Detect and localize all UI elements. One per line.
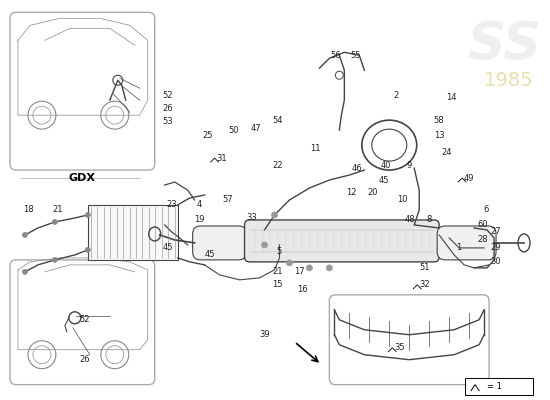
Text: 2: 2	[394, 91, 399, 100]
Text: 27: 27	[491, 228, 502, 236]
FancyBboxPatch shape	[10, 260, 155, 385]
Text: 53: 53	[162, 117, 173, 126]
Text: 52: 52	[80, 315, 90, 324]
Text: SS: SS	[467, 19, 541, 71]
Text: 19: 19	[194, 216, 205, 224]
Text: 25: 25	[202, 131, 213, 140]
FancyBboxPatch shape	[192, 226, 246, 260]
Text: 51: 51	[419, 263, 430, 272]
Text: 52: 52	[162, 91, 173, 100]
Text: 8: 8	[426, 216, 432, 224]
Text: 46: 46	[352, 164, 362, 172]
Text: 10: 10	[397, 196, 408, 204]
Text: 17: 17	[294, 267, 305, 276]
FancyBboxPatch shape	[10, 12, 155, 170]
Ellipse shape	[52, 257, 57, 262]
Ellipse shape	[287, 260, 293, 266]
Text: 60: 60	[478, 220, 488, 230]
Text: 18: 18	[23, 206, 33, 214]
Text: 55: 55	[350, 51, 361, 60]
Ellipse shape	[52, 220, 57, 224]
Text: 26: 26	[80, 355, 90, 364]
FancyBboxPatch shape	[245, 220, 439, 262]
Text: 6: 6	[483, 206, 489, 214]
Text: 1985: 1985	[484, 71, 534, 90]
Text: 26: 26	[162, 104, 173, 113]
Text: 16: 16	[297, 285, 308, 294]
Text: 15: 15	[272, 280, 283, 289]
Text: 5: 5	[277, 248, 282, 256]
Text: 47: 47	[250, 124, 261, 133]
Text: 24: 24	[441, 148, 452, 156]
Text: 35: 35	[394, 343, 405, 352]
Text: 57: 57	[222, 196, 233, 204]
Ellipse shape	[306, 265, 312, 271]
Text: 45: 45	[205, 250, 215, 259]
Ellipse shape	[85, 248, 90, 252]
Text: 45: 45	[379, 176, 389, 184]
FancyBboxPatch shape	[437, 226, 496, 260]
Text: 11: 11	[310, 144, 321, 152]
Ellipse shape	[261, 242, 267, 248]
Bar	[465, 378, 533, 395]
Ellipse shape	[23, 269, 28, 274]
Ellipse shape	[85, 212, 90, 218]
Text: 56: 56	[330, 51, 340, 60]
Text: 54: 54	[272, 116, 283, 125]
Text: 33: 33	[246, 214, 257, 222]
Text: 23: 23	[166, 200, 177, 210]
Text: passion for parts: passion for parts	[210, 244, 339, 260]
Text: 14: 14	[446, 93, 456, 102]
Text: 39: 39	[259, 330, 270, 339]
Text: 28: 28	[478, 236, 488, 244]
Text: 4: 4	[197, 200, 202, 210]
Text: 9: 9	[406, 160, 412, 170]
Ellipse shape	[272, 212, 278, 218]
Text: GDX: GDX	[68, 173, 95, 183]
Text: 21: 21	[53, 206, 63, 214]
Ellipse shape	[23, 232, 28, 238]
Text: 1: 1	[456, 244, 462, 252]
Text: 48: 48	[405, 216, 416, 224]
Text: 20: 20	[367, 188, 377, 196]
Text: = 1: = 1	[487, 382, 502, 391]
Text: 13: 13	[434, 131, 444, 140]
Text: 21: 21	[272, 267, 283, 276]
Text: 31: 31	[216, 154, 227, 162]
Ellipse shape	[326, 265, 332, 271]
Text: 30: 30	[491, 257, 502, 266]
Text: 22: 22	[272, 160, 283, 170]
Text: 40: 40	[381, 160, 392, 170]
Text: 29: 29	[491, 244, 501, 252]
FancyBboxPatch shape	[329, 295, 489, 385]
Text: 58: 58	[434, 116, 444, 125]
Text: 49: 49	[464, 174, 474, 182]
Text: 50: 50	[228, 126, 239, 135]
Text: 32: 32	[419, 280, 430, 289]
Bar	[88, 205, 178, 260]
Text: 12: 12	[346, 188, 356, 196]
Text: 45: 45	[162, 244, 173, 252]
